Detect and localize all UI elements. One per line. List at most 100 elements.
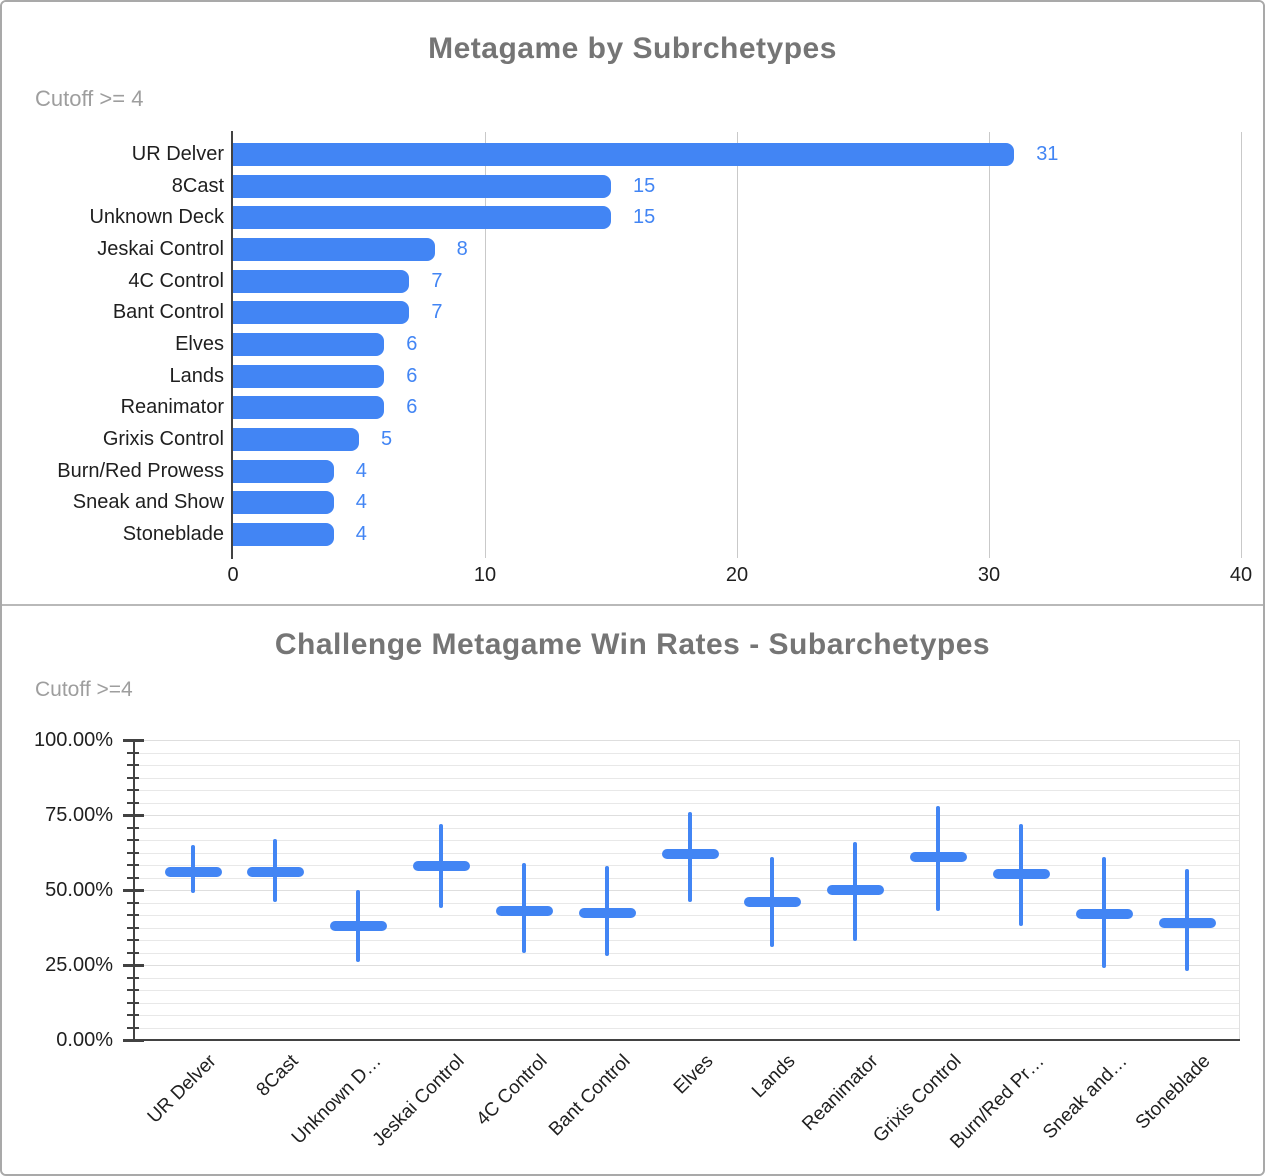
bar	[233, 459, 334, 483]
bar-value-label: 5	[381, 428, 393, 451]
gridline	[135, 952, 1240, 954]
y-axis-tick-label: 100.00%	[34, 729, 113, 751]
gridline	[135, 765, 1240, 766]
bar-value-label: 15	[633, 206, 656, 229]
category-label: Sneak and Show	[72, 491, 224, 514]
y-axis-major-tick	[123, 738, 144, 742]
candle-mid-bar	[744, 897, 802, 907]
y-axis-minor-tick	[127, 989, 139, 991]
gridline	[736, 132, 738, 558]
bar-value-label: 6	[406, 396, 418, 419]
bar-value-label: 7	[431, 269, 443, 292]
candle-mid-bar	[1075, 909, 1133, 919]
gridline	[135, 977, 1240, 979]
gridline	[135, 827, 1240, 829]
gridline	[1240, 132, 1242, 558]
gridline	[135, 815, 1240, 816]
y-axis-major-tick	[123, 1038, 144, 1042]
bar	[233, 428, 359, 452]
y-axis-major-tick	[123, 813, 144, 817]
candle-mid-bar	[827, 885, 885, 895]
bar-value-label: 7	[431, 301, 443, 324]
candle-mid-bar	[247, 867, 305, 877]
panel-divider	[2, 604, 1263, 606]
bar	[233, 364, 385, 388]
metagame-bar-chart-panel: Metagame by Subrchetypes Cutoff >= 4 UR …	[2, 2, 1263, 604]
bar-value-label: 4	[355, 459, 367, 482]
gridline	[135, 1027, 1240, 1029]
category-label: Lands	[169, 364, 225, 387]
category-label: Burn/Red Prowess	[57, 459, 224, 482]
candle-mid-bar	[578, 907, 636, 918]
gridline	[135, 915, 1240, 916]
gridline	[484, 132, 486, 558]
gridline	[135, 865, 1240, 866]
gridline	[135, 790, 1240, 791]
category-label: Jeskai Control	[97, 238, 224, 261]
y-axis-tick-label: 25.00%	[45, 954, 113, 976]
category-label: Reanimator	[120, 396, 224, 419]
y-axis-tick-label: 0.00%	[56, 1029, 113, 1051]
bar	[233, 396, 385, 420]
gridline	[135, 777, 1240, 779]
bar	[233, 206, 611, 230]
category-label: Unknown Deck	[89, 206, 224, 229]
y-axis-line	[231, 131, 233, 559]
category-label: Stoneblade	[122, 523, 224, 546]
candle-chart-subtitle: Cutoff >=4	[35, 678, 133, 701]
y-axis-minor-tick	[127, 951, 139, 954]
candle-mid-bar	[413, 861, 471, 871]
gridline	[135, 877, 1240, 879]
plot-right-border	[1239, 740, 1240, 1040]
y-axis-minor-tick	[127, 976, 139, 979]
gridline	[135, 902, 1240, 904]
y-axis-minor-tick	[127, 764, 139, 766]
candle-mid-bar	[993, 868, 1050, 879]
bar-value-label: 4	[355, 491, 367, 514]
y-axis-major-tick	[123, 963, 144, 967]
candle-mid-bar	[164, 867, 222, 877]
y-axis-major-tick	[123, 888, 144, 892]
x-axis-baseline	[133, 1039, 1240, 1041]
gridline	[135, 802, 1240, 804]
candle-chart-plot-area	[133, 739, 1240, 1042]
y-axis-tick-label: 75.00%	[45, 804, 113, 826]
candle-mid-bar	[1158, 918, 1216, 928]
gridline	[988, 132, 990, 558]
bar-value-label: 8	[456, 238, 468, 261]
gridline	[135, 752, 1240, 754]
category-label: UR Delver	[131, 143, 224, 165]
bar	[233, 143, 1015, 166]
bar-value-label: 6	[406, 333, 418, 356]
gridline	[135, 890, 1240, 891]
y-axis-minor-tick	[127, 839, 139, 841]
y-axis-minor-tick	[127, 914, 139, 916]
y-axis-minor-tick	[127, 826, 139, 829]
y-axis-minor-tick	[127, 901, 139, 904]
category-label: 4C Control	[128, 269, 224, 292]
y-axis-minor-tick	[127, 876, 139, 879]
candle-chart-title: Challenge Metagame Win Rates - Subarchet…	[274, 628, 991, 661]
bar	[233, 269, 410, 293]
y-axis-tick-label: 50.00%	[45, 879, 113, 901]
gridline	[135, 1015, 1240, 1016]
y-axis-minor-tick	[127, 851, 139, 854]
bar-value-label: 15	[633, 174, 656, 197]
bar	[233, 333, 385, 357]
y-axis-minor-tick	[127, 801, 139, 804]
candle-mid-bar	[661, 849, 719, 859]
x-axis-tick-label: 30	[977, 564, 1001, 586]
y-axis-minor-tick	[127, 926, 139, 929]
y-axis-minor-tick	[127, 864, 139, 866]
bar-chart-subtitle: Cutoff >= 4	[35, 86, 144, 111]
bar-chart-title: Metagame by Subrchetypes	[428, 32, 837, 65]
x-axis-tick-label: 20	[725, 564, 749, 586]
y-axis-minor-tick	[127, 1001, 139, 1004]
gridline	[135, 1002, 1240, 1004]
x-axis-tick-label: 10	[473, 564, 497, 586]
candle-mid-bar	[910, 852, 968, 862]
bar	[233, 491, 334, 515]
y-axis-minor-tick	[127, 1026, 139, 1029]
bar-value-label: 6	[406, 364, 418, 387]
